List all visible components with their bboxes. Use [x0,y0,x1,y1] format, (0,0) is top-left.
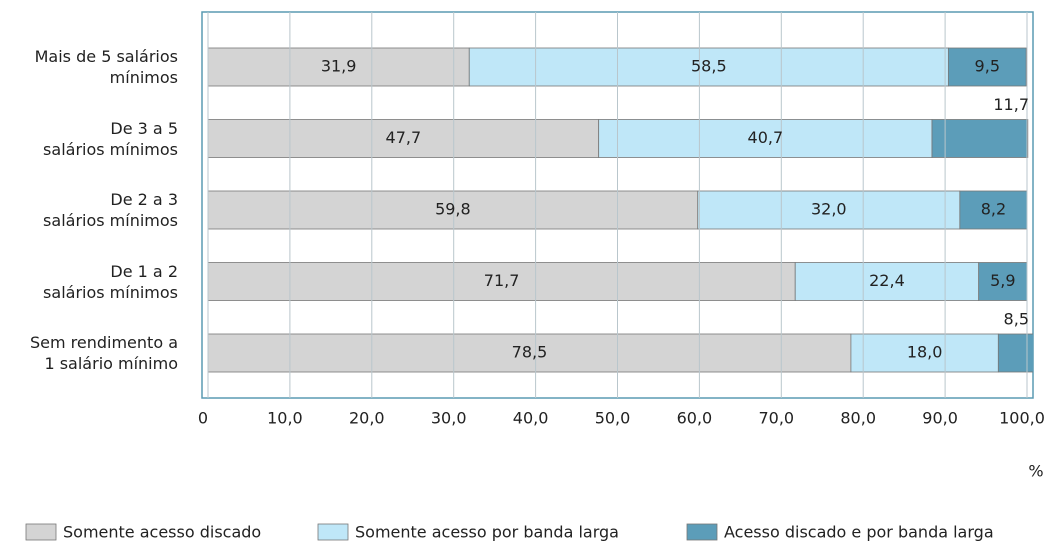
bar-segment [947,47,1027,87]
legend-label: Somente acesso discado [63,523,261,542]
value-label: 22,4 [869,271,905,290]
x-tick-label: 60,0 [677,409,713,428]
bar-segment [207,119,600,158]
bar-segment [207,262,796,301]
category-label: Sem rendimento a 1 salário mínimo [29,333,178,373]
bar-segment [207,47,470,87]
value-label: 9,5 [975,57,1000,76]
bar-segment [959,190,1028,230]
category-label: De 1 a 2 salários mínimos [43,261,178,302]
value-label: 31,9 [321,57,357,76]
bar-segment [978,262,1028,301]
value-label: 78,5 [512,343,548,362]
x-tick-label: 20,0 [349,409,385,428]
legend-swatch [25,523,57,541]
bar-segment [697,190,961,230]
legend-swatch [686,523,718,541]
value-label: 40,7 [748,128,784,147]
bar-segment [997,333,1033,373]
legend-label: Acesso discado e por banda larga [724,523,994,542]
x-tick-label: 50,0 [595,409,631,428]
value-label: 18,0 [907,343,943,362]
x-tick-label: 40,0 [513,409,549,428]
x-tick-label: 100,0 [999,409,1045,428]
value-label: 71,7 [484,271,520,290]
bar-segment [598,119,933,158]
bar-segment [468,47,949,87]
category-label: Mais de 5 salários mínimos [34,47,178,87]
legend-label: Somente acesso por banda larga [355,523,619,542]
bar-segment [931,119,1029,158]
bars [207,47,1033,373]
x-tick-label: 30,0 [431,409,467,428]
category-label: De 3 a 5 salários mínimos [43,118,178,159]
bar-segment [850,333,999,373]
value-label: 8,5 [1004,310,1029,329]
value-label: 8,2 [981,200,1006,219]
x-unit: % [1028,462,1043,481]
value-label: 11,7 [993,95,1029,114]
category-label: De 2 a 3 salários mínimos [43,190,178,230]
x-tick-label: 80,0 [840,409,876,428]
value-label: 59,8 [435,200,471,219]
legend-swatch [317,523,349,541]
bar-segment [207,333,852,373]
x-tick-label: 90,0 [922,409,958,428]
value-label: 32,0 [811,200,847,219]
value-label: 58,5 [691,57,727,76]
value-label: 5,9 [990,271,1015,290]
x-tick-label: 10,0 [267,409,303,428]
bar-segment [794,262,980,301]
x-tick-label: 70,0 [758,409,794,428]
value-label: 47,7 [386,128,422,147]
x-tick-label: 0 [198,409,208,428]
